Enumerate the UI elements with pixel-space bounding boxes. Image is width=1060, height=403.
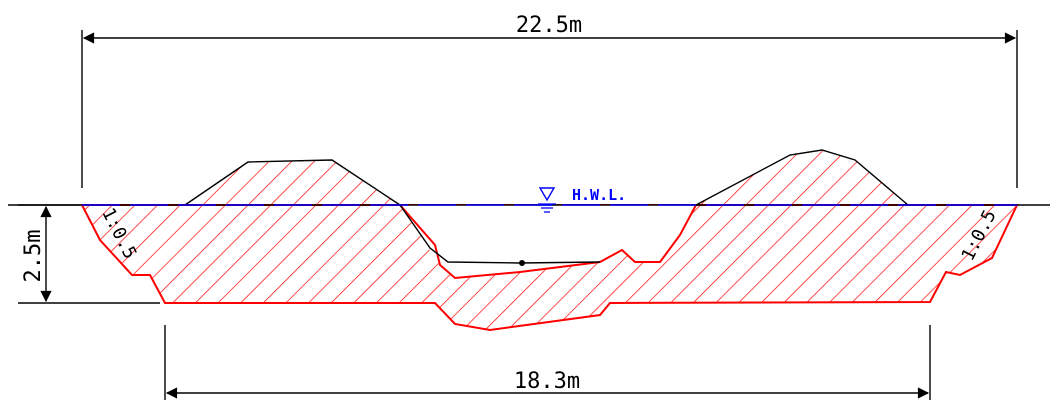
- high-water-level: H.W.L.: [82, 186, 1017, 213]
- inverted-triangle-icon: [538, 187, 556, 213]
- right-embankment-outline: [695, 149, 909, 206]
- bottom-width-label: 18.3m: [514, 369, 580, 394]
- right-embankment: [696, 150, 908, 205]
- embankments: [184, 149, 909, 206]
- channel-clear: [400, 205, 696, 278]
- left-embankment: [185, 160, 400, 205]
- left-embankment-outline: [184, 159, 401, 206]
- channel-center-marker: [519, 260, 525, 266]
- channel-excavation: [399, 204, 697, 280]
- channel-bank-line: [399, 204, 601, 264]
- water-level-label: H.W.L.: [572, 186, 626, 204]
- depth-label: 2.5m: [21, 230, 46, 283]
- depth-dimension: 2.5m: [18, 204, 160, 304]
- bottom-width-dimension: 18.3m: [164, 325, 931, 400]
- top-width-label: 22.5m: [516, 13, 582, 38]
- top-width-dimension: 22.5m: [81, 13, 1018, 188]
